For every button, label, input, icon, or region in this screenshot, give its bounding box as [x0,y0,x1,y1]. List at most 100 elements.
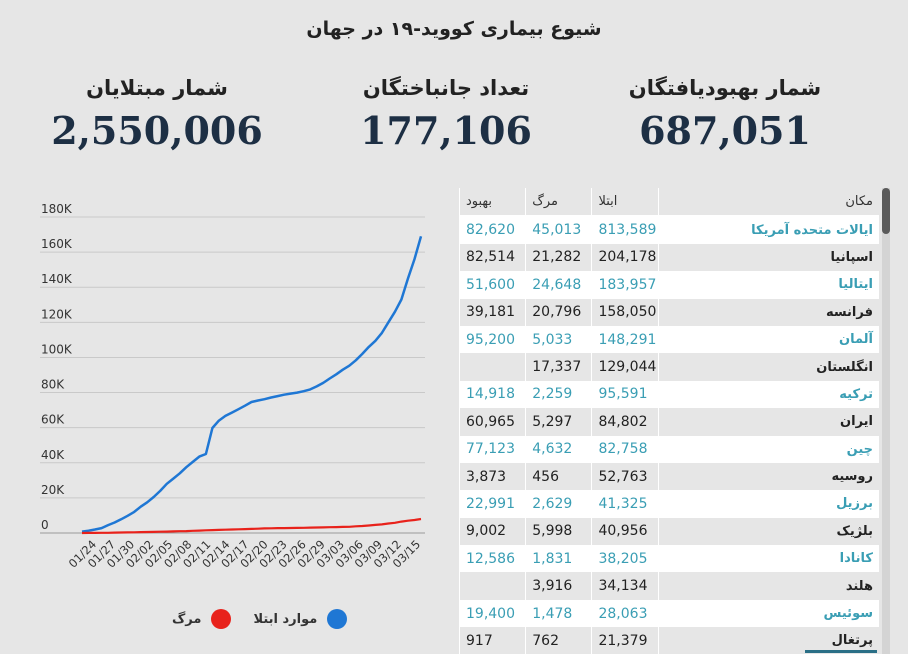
table-row[interactable]: اسپانیا 204,178 21,282 82,514 [459,243,879,272]
y-tick-label: 140K [41,272,73,286]
legend-label-cases: موارد ابتلا [253,611,318,627]
series-line-deaths[interactable] [81,517,422,535]
cell-deaths: 24,648 [525,271,592,299]
cell-cases: 158,050 [591,298,659,326]
cell-deaths: 1,478 [525,599,592,628]
stat-recovered-value: 687,051 [639,108,811,153]
cell-location: بلژیک [657,517,879,546]
cell-recovered: 917 [459,627,526,654]
y-tick-label: 80K [41,378,65,392]
table-row[interactable]: سوئیس 28,063 1,478 19,400 [459,599,879,628]
cell-recovered [459,353,526,381]
cell-deaths: 5,998 [525,517,592,546]
cell-recovered: 82,620 [459,215,526,244]
page-title: شیوع بیماری کووید-۱۹ در جهان [306,18,602,40]
cell-recovered: 77,123 [459,435,526,463]
cell-location: ترکیه [657,380,879,409]
cell-recovered [459,572,526,600]
stat-recovered-label: شمار بهبودیافتگان [628,76,822,100]
y-tick-label: 40K [41,448,65,462]
table-row[interactable]: روسیه 52,763 456 3,873 [459,462,879,491]
cell-location: سوئیس [657,599,879,628]
cell-cases: 21,379 [591,627,659,654]
series-line-cases[interactable] [81,235,423,533]
table-scrollbar-thumb[interactable] [882,188,890,234]
cell-deaths: 2,259 [525,380,592,409]
y-tick-label: 100K [41,342,73,356]
table-scrollbar[interactable] [882,188,890,654]
header-location[interactable]: مکان [657,188,879,217]
cell-recovered: 14,918 [459,380,526,409]
table-row[interactable]: ایالات متحده آمریکا 813,589 45,013 82,620 [459,215,879,244]
cell-location: ایران [657,408,879,436]
cell-cases: 38,205 [591,545,659,573]
cell-location: انگلستان [657,353,879,381]
cell-cases: 813,589 [591,215,659,244]
cell-location: برزیل [657,490,879,518]
cell-deaths: 5,033 [525,325,592,354]
cell-cases: 52,763 [591,462,659,491]
header-cases[interactable]: ابتلا [591,188,659,217]
table-row[interactable]: چین 82,758 4,632 77,123 [459,435,879,463]
table-row[interactable]: انگلستان 129,044 17,337 [459,353,879,381]
cell-recovered: 60,965 [459,408,526,436]
table-row[interactable]: برزیل 41,325 2,629 22,991 [459,490,879,518]
cell-cases: 28,063 [591,599,659,628]
table-row[interactable]: فرانسه 158,050 20,796 39,181 [459,298,879,326]
stat-deaths: تعداد جانباختگان 177,106 [316,76,576,153]
cell-deaths: 20,796 [525,298,592,326]
cell-deaths: 456 [525,462,592,491]
cell-location: روسیه [657,462,879,491]
cell-location: ایالات متحده آمریکا [657,215,879,244]
cell-cases: 84,802 [591,408,659,436]
stat-deaths-value: 177,106 [360,108,532,153]
cell-location: اسپانیا [657,243,879,272]
cell-location: پرتغال [657,627,879,654]
y-tick-label: 120K [41,307,73,321]
cell-recovered: 22,991 [459,490,526,518]
table-row[interactable]: ترکیه 95,591 2,259 14,918 [459,380,879,409]
cell-location: ایتالیا [657,271,879,299]
cell-deaths: 1,831 [525,545,592,573]
cell-recovered: 39,181 [459,298,526,326]
legend-item-cases[interactable]: موارد ابتلا [253,609,348,629]
cell-deaths: 4,632 [525,435,592,463]
cell-deaths: 762 [525,627,592,654]
table-row[interactable]: کانادا 38,205 1,831 12,586 [459,545,879,573]
table-row[interactable]: ایتالیا 183,957 24,648 51,600 [459,271,879,299]
cell-location: چین [657,435,879,463]
cell-cases: 82,758 [591,435,659,463]
cell-cases: 41,325 [591,490,659,518]
table-row[interactable]: بلژیک 40,956 5,998 9,002 [459,517,879,546]
cell-location: کانادا [657,545,879,573]
cell-recovered: 3,873 [459,462,526,491]
country-table-container[interactable]: مکان ابتلا مرگ بهبود ایالات متحده آمریکا… [459,188,879,654]
y-tick-label: 180K [41,202,73,216]
table-row[interactable]: پرتغال 21,379 762 917 [459,627,879,654]
header-recovered[interactable]: بهبود [459,188,526,217]
cell-recovered: 19,400 [459,599,526,628]
cell-cases: 129,044 [591,353,659,381]
cell-location: هلند [657,572,879,600]
cell-recovered: 51,600 [459,271,526,299]
cell-recovered: 82,514 [459,243,526,272]
cell-cases: 183,957 [591,271,659,299]
cell-recovered: 95,200 [459,325,526,354]
cell-location: آلمان [657,325,879,354]
table-header-row: مکان ابتلا مرگ بهبود [459,188,879,217]
table-row[interactable]: آلمان 148,291 5,033 95,200 [459,325,879,354]
table-row[interactable]: ایران 84,802 5,297 60,965 [459,408,879,436]
cell-deaths: 21,282 [525,243,592,272]
table-row[interactable]: هلند 34,134 3,916 [459,572,879,600]
legend-item-deaths[interactable]: مرگ [172,609,232,629]
cell-deaths: 2,629 [525,490,592,518]
stat-deaths-label: تعداد جانباختگان [362,76,530,100]
legend-label-deaths: مرگ [172,611,202,627]
cell-recovered: 9,002 [459,517,526,546]
bottom-accent-strip [805,650,877,653]
cell-cases: 34,134 [591,572,659,600]
stat-recovered: شمار بهبودیافتگان 687,051 [595,76,855,153]
header-deaths[interactable]: مرگ [525,188,592,217]
y-tick-label: 160K [41,237,73,251]
y-tick-label: 60K [41,413,65,427]
